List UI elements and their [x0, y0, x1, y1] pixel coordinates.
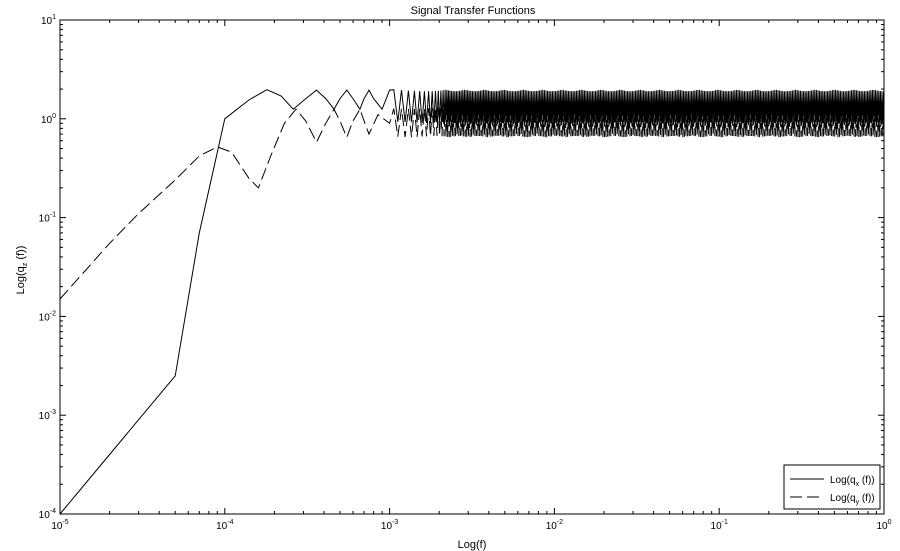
axes-frame: [59, 19, 885, 515]
x-tick-label: 10-2: [546, 519, 563, 532]
plot-area: [59, 19, 885, 515]
chart-title: Signal Transfer Functions: [411, 5, 536, 17]
axis-ticks: 10-5 10-4 10-3 10-2 10-1 10010-410-310-210-11…: [39, 14, 892, 532]
y-tick-label: 10-3: [39, 409, 56, 422]
x-tick-label: 100: [876, 519, 891, 532]
legend-box: [783, 464, 881, 510]
y-tick-label: 10-4: [39, 508, 56, 521]
legend: Log(qx (f)) Log(qy (f)): [783, 464, 881, 510]
series-line-qy: [59, 107, 885, 300]
x-tick-label: 10-5: [51, 519, 68, 532]
y-tick-label: 10-2: [39, 310, 56, 323]
legend-label-qy: Log(qy (f)): [830, 493, 875, 506]
y-tick-label: 10-1: [39, 212, 56, 225]
y-axis-label: Log(qz (f)): [15, 246, 29, 295]
legend-label-qx: Log(qx (f)): [830, 475, 875, 488]
y-tick-label: 100: [41, 113, 56, 126]
x-tick-label: 10-3: [381, 519, 398, 532]
x-tick-label: 10-4: [216, 519, 233, 532]
y-tick-label: 101: [41, 14, 56, 27]
x-tick-label: 10-1: [711, 519, 728, 532]
x-axis-label: Log(f): [458, 539, 487, 551]
